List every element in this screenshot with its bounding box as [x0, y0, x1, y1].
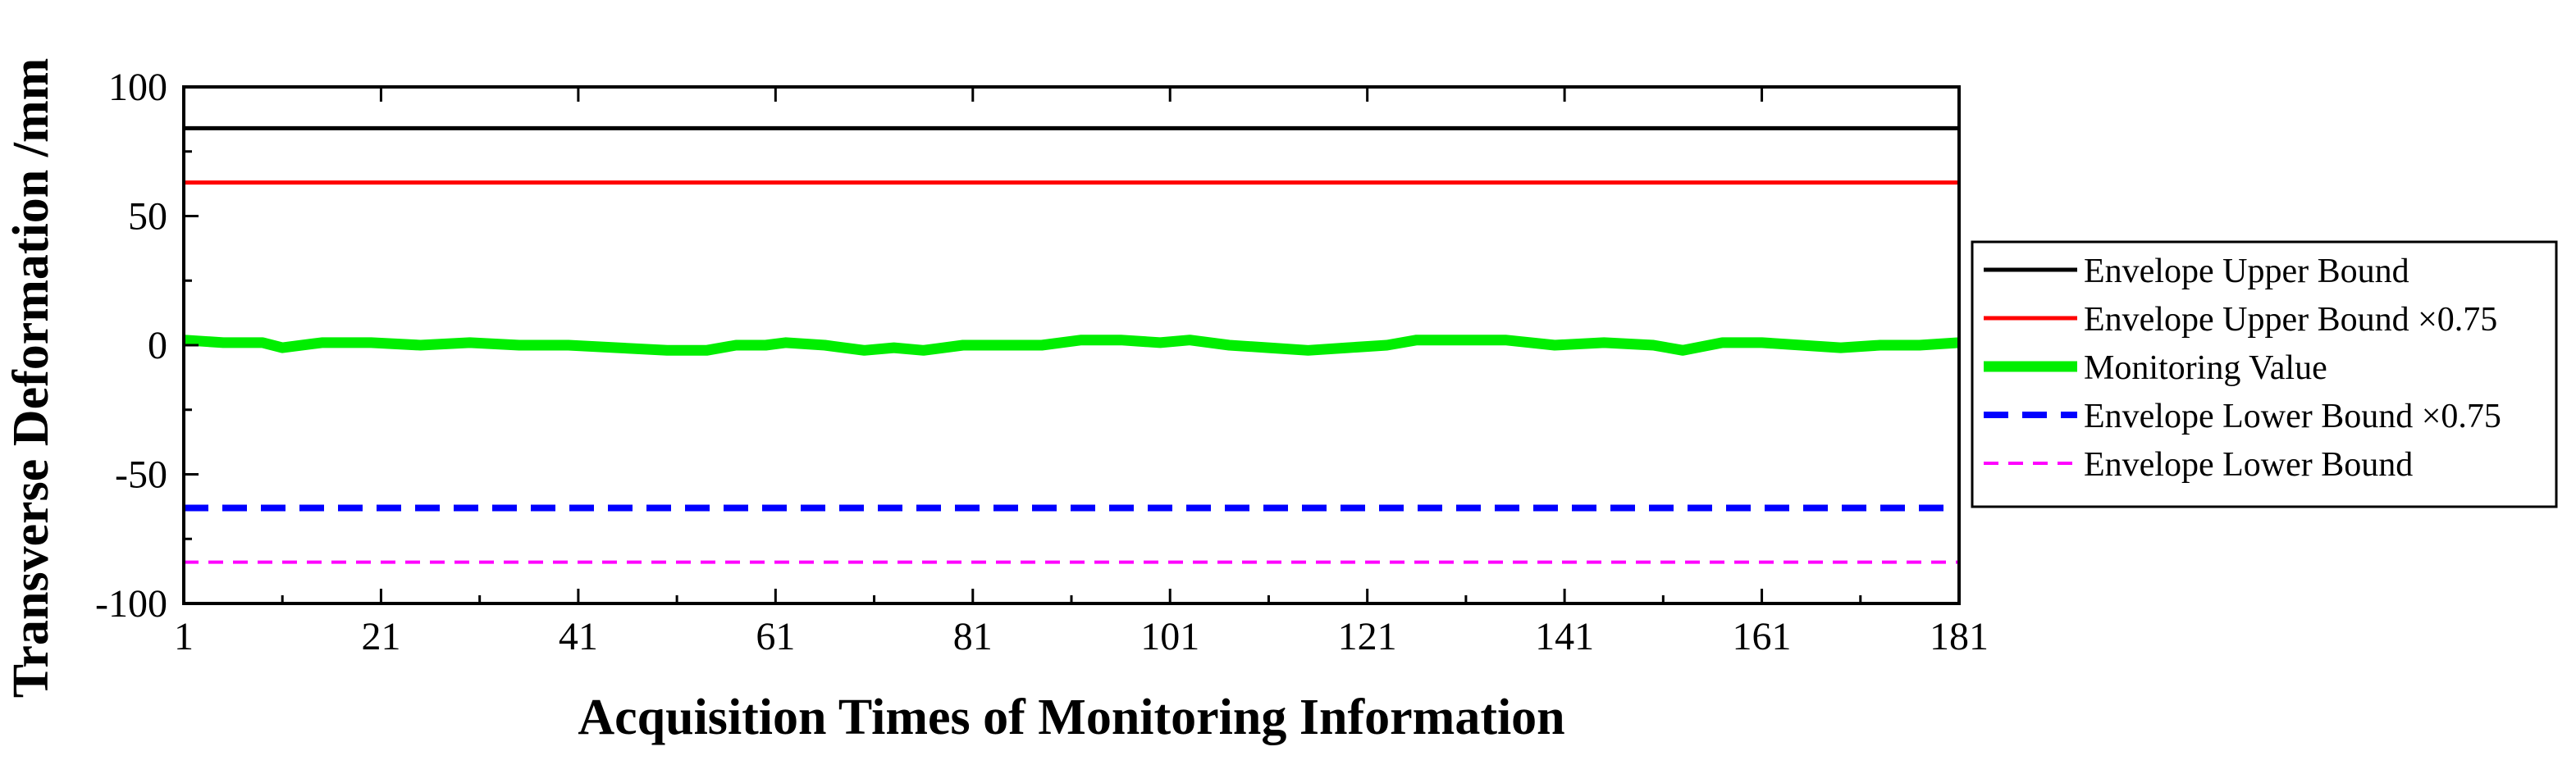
y-tick-label: -100	[95, 582, 167, 626]
x-tick-label: 181	[1930, 615, 1989, 658]
x-tick-label: 161	[1733, 615, 1792, 658]
legend-label: Envelope Lower Bound	[2084, 446, 2413, 484]
series-line-2	[183, 335, 1960, 356]
x-tick-label: 61	[756, 615, 795, 658]
y-tick-label: 0	[148, 324, 167, 367]
y-axis-title: Transverse Deformation /mm	[3, 58, 59, 699]
legend-label: Envelope Upper Bound ×0.75	[2084, 301, 2497, 339]
x-tick-label: 41	[559, 615, 598, 658]
x-axis-title: Acquisition Times of Monitoring Informat…	[578, 690, 1564, 745]
legend: Envelope Upper Bound Envelope Upper Bound…	[1971, 240, 2558, 508]
x-tick-label: 21	[361, 615, 400, 658]
y-tick-label: 50	[128, 195, 167, 239]
series-layer	[183, 125, 1960, 564]
legend-label: Envelope Upper Bound	[2084, 253, 2409, 290]
y-tick-label: 100	[108, 66, 167, 109]
x-tick-label: 101	[1140, 615, 1199, 658]
y-tick-label: -50	[115, 453, 167, 497]
x-tick-label: 121	[1338, 615, 1397, 658]
legend-label: Monitoring Value	[2084, 349, 2327, 387]
x-tick-label: 81	[953, 615, 993, 658]
x-tick-label: 141	[1535, 615, 1594, 658]
legend-label: Envelope Lower Bound ×0.75	[2084, 398, 2501, 435]
x-tick-label: 1	[174, 615, 194, 658]
